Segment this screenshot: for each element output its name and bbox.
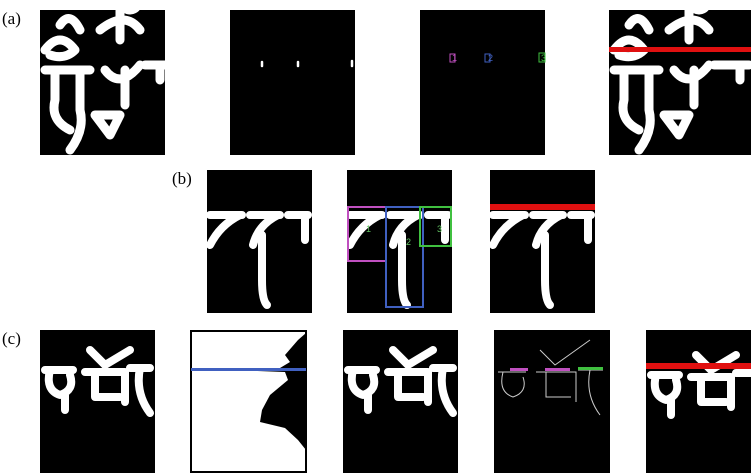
panel-c1	[40, 330, 155, 473]
panel-b2: 1 2 3	[347, 170, 452, 313]
component-label: 1	[452, 53, 457, 63]
panel-a3: 1 2 3	[420, 10, 546, 155]
component-label: 3	[541, 53, 546, 63]
panel-c3	[343, 330, 458, 473]
panel-a4	[609, 0, 751, 155]
panel-label: (a)	[2, 9, 21, 28]
panel-b1	[207, 170, 312, 313]
panel-c4	[494, 330, 610, 473]
panel-a2	[230, 10, 355, 155]
panel-c5	[646, 330, 751, 473]
component-label: 2	[488, 53, 493, 63]
component-label: 1	[366, 224, 371, 234]
component-label: 3	[437, 224, 442, 234]
panel-label: (b)	[172, 169, 192, 188]
figure: (a) 1 2 3 (b) 1 2 3	[0, 0, 751, 473]
panel-a1	[40, 0, 165, 155]
panel-c2	[191, 331, 306, 472]
panel-b3	[490, 170, 595, 313]
panel-label: (c)	[2, 329, 21, 348]
component-label: 2	[406, 237, 411, 247]
